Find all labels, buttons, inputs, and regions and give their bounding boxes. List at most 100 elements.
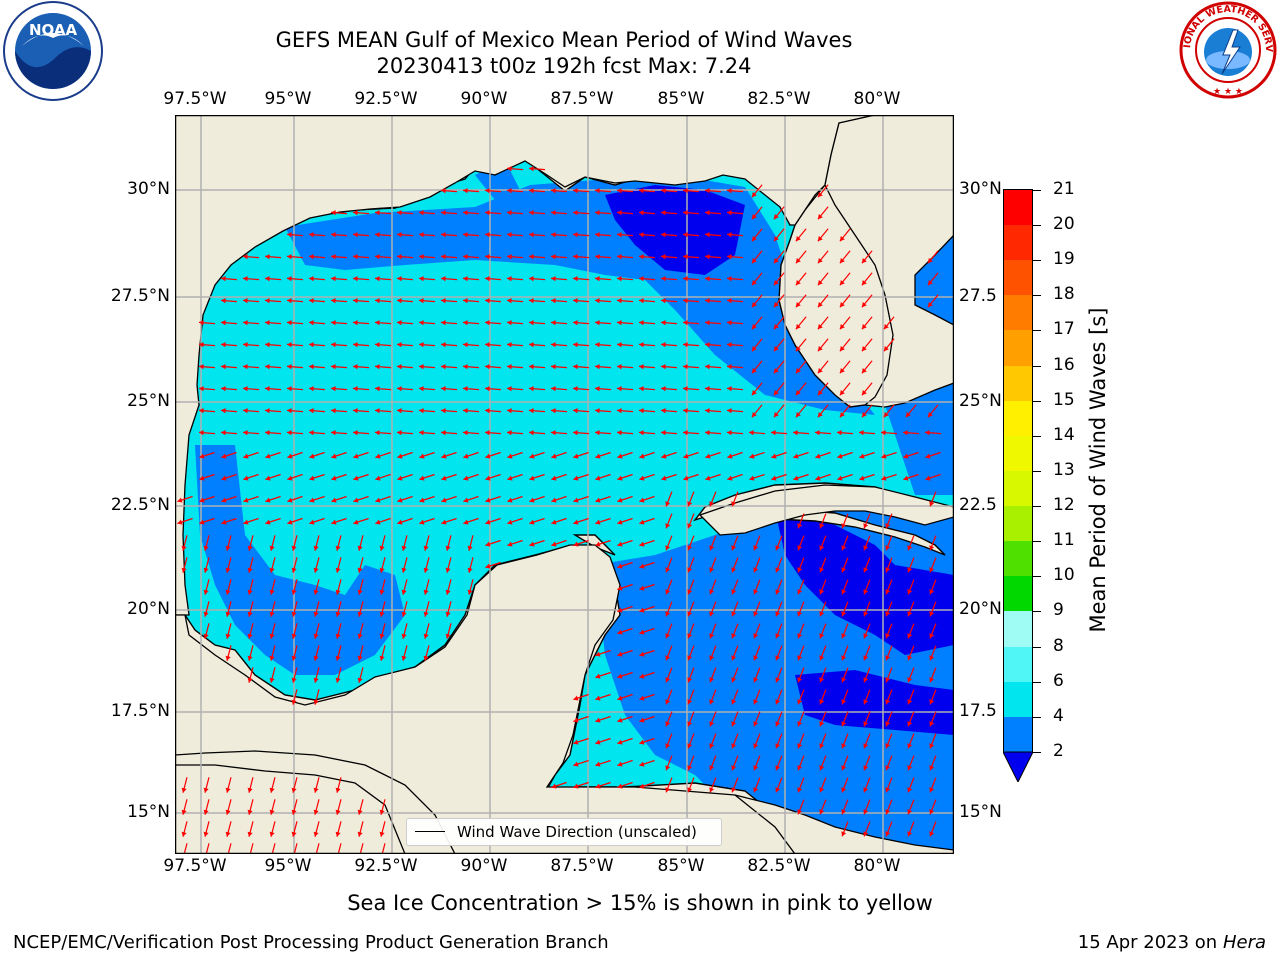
wind-wave-arrow: [639, 605, 655, 613]
wind-wave-arrow: [485, 561, 501, 569]
wind-wave-arrow: [751, 294, 763, 308]
wind-wave-arrow: [220, 342, 238, 348]
wind-wave-arrow: [616, 210, 634, 216]
wind-wave-arrow: [727, 451, 743, 459]
colorbar-segment: [1003, 366, 1033, 401]
wind-wave-arrow: [682, 430, 700, 436]
colorbar-segment: [1003, 260, 1033, 295]
colorbar-tick-mark: [1033, 366, 1041, 367]
wind-wave-arrow: [573, 715, 589, 723]
wind-wave-arrow: [817, 338, 829, 352]
wind-wave-arrow: [198, 342, 216, 348]
wind-wave-arrow: [660, 320, 678, 326]
title-line-2: 20230413 t00z 192h fcst Max: 7.24: [376, 54, 752, 78]
wind-wave-arrow: [793, 473, 809, 481]
wind-wave-arrow: [927, 272, 939, 286]
wind-wave-arrow: [705, 473, 721, 481]
wind-wave-arrow: [220, 320, 238, 326]
wind-wave-arrow: [709, 645, 717, 661]
wind-wave-arrow: [573, 781, 589, 789]
wind-wave-arrow: [726, 232, 744, 238]
wind-wave-arrow: [573, 517, 589, 525]
wind-wave-arrow: [551, 451, 567, 459]
wind-wave-arrow: [221, 451, 237, 459]
wind-wave-arrow: [264, 342, 282, 348]
wind-wave-arrow: [859, 473, 875, 481]
svg-text:NOAA: NOAA: [29, 21, 78, 39]
wind-wave-arrow: [220, 298, 238, 304]
wind-wave-arrow: [907, 821, 915, 837]
wind-wave-arrow: [660, 342, 678, 348]
wind-wave-arrow: [638, 188, 656, 194]
wind-wave-arrow: [198, 386, 216, 392]
wind-wave-arrow: [357, 799, 364, 815]
wind-wave-arrow: [929, 821, 937, 837]
wind-wave-arrow: [396, 254, 414, 260]
wind-wave-arrow: [863, 821, 871, 837]
wind-wave-arrow: [353, 451, 369, 459]
wind-wave-arrow: [929, 689, 937, 705]
wind-wave-arrow: [727, 473, 743, 481]
wind-wave-arrow: [863, 645, 871, 661]
lon-tick-bottom: 90°W: [460, 856, 508, 876]
wind-wave-arrow: [242, 298, 260, 304]
wind-wave-arrow: [335, 645, 342, 661]
wind-wave-arrow: [638, 276, 656, 282]
wind-wave-arrow: [929, 645, 937, 661]
wind-wave-arrow: [353, 473, 369, 481]
wind-wave-arrow: [753, 601, 761, 617]
wind-wave-arrow: [797, 799, 805, 815]
wind-wave-arrow: [687, 557, 695, 573]
wind-wave-arrow: [220, 430, 238, 436]
wind-wave-arrow: [773, 272, 785, 286]
wind-wave-arrow: [203, 623, 210, 639]
wind-wave-arrow: [704, 210, 722, 216]
wind-wave-arrow: [462, 320, 480, 326]
wind-wave-arrow: [506, 320, 524, 326]
wind-wave-arrow: [247, 777, 254, 793]
wind-wave-arrow: [528, 188, 546, 194]
wind-wave-arrow: [594, 232, 612, 238]
wind-wave-arrow: [572, 298, 590, 304]
wind-wave-arrow: [775, 645, 783, 661]
lat-tick-right: 15°N: [959, 802, 1002, 822]
wind-wave-arrow: [665, 733, 673, 749]
wind-wave-arrow: [308, 364, 326, 370]
wind-wave-arrow: [927, 250, 939, 264]
wind-wave-arrow: [753, 645, 761, 661]
wind-wave-arrow: [225, 645, 232, 661]
wind-wave-arrow: [665, 777, 673, 793]
wind-wave-arrow: [687, 601, 695, 617]
wind-wave-arrow: [550, 232, 568, 238]
wind-wave-arrow: [573, 759, 589, 767]
wind-wave-arrow: [880, 430, 898, 436]
wind-wave-arrow: [704, 188, 722, 194]
wind-wave-arrow: [484, 254, 502, 260]
wind-wave-arrow: [617, 473, 633, 481]
wind-wave-arrow: [616, 408, 634, 414]
wind-wave-arrow: [665, 645, 673, 661]
wind-wave-arrow: [839, 228, 851, 242]
lon-tick-top: 95°W: [264, 89, 312, 109]
wind-wave-arrow: [773, 206, 785, 220]
wind-wave-arrow: [797, 645, 805, 661]
wind-wave-arrow: [401, 579, 408, 595]
noaa-logo: NOAA: [2, 0, 104, 102]
footer-host: Hera: [1222, 932, 1266, 953]
wind-wave-arrow: [247, 557, 254, 573]
wind-wave-arrow: [264, 430, 282, 436]
wind-wave-arrow: [181, 777, 188, 793]
wind-wave-arrow: [753, 579, 761, 595]
wind-wave-arrow: [198, 320, 216, 326]
wind-wave-arrow: [861, 316, 873, 330]
wind-wave-arrow: [594, 254, 612, 260]
wind-wave-arrow: [726, 430, 744, 436]
wind-wave-arrow: [269, 579, 276, 595]
wind-wave-arrow: [775, 579, 783, 595]
wind-wave-arrow: [797, 579, 805, 595]
wind-wave-arrow: [485, 539, 501, 547]
wind-wave-arrow: [817, 250, 829, 264]
wind-wave-arrow: [507, 451, 523, 459]
wind-wave-arrow: [396, 408, 414, 414]
wind-wave-arrow: [660, 254, 678, 260]
